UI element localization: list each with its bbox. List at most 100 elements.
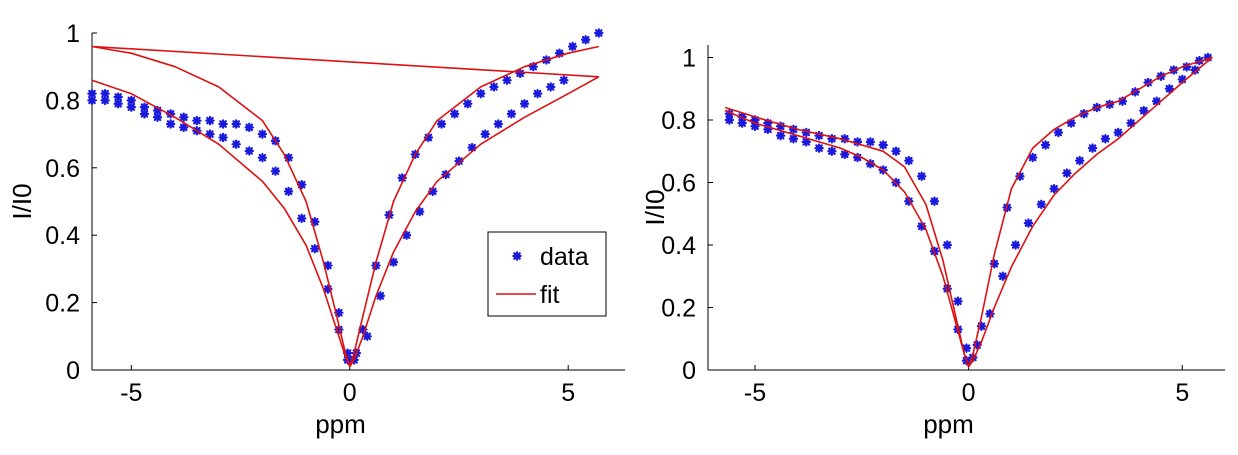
data-point [1028, 152, 1038, 163]
data-point [449, 109, 460, 119]
data-point [788, 134, 799, 144]
data-point [139, 109, 150, 119]
data-point [205, 115, 215, 126]
data-point [283, 186, 294, 197]
y-tick-label: 0.8 [661, 107, 696, 135]
legend: data fit [487, 231, 607, 317]
data-point [961, 343, 972, 353]
y-tick-label: 1 [682, 45, 696, 73]
fit-curve-1 [724, 56, 1213, 368]
data-point [506, 109, 517, 119]
data-point [1049, 184, 1059, 194]
fit-curve-2 [91, 45, 599, 368]
x-axis-title: ppm [315, 409, 366, 439]
data-point [1023, 218, 1034, 228]
x-tick-label: 0 [962, 379, 976, 407]
data-point [414, 206, 425, 217]
data-point [519, 99, 530, 109]
legend-data-marker [512, 251, 522, 261]
data-point [1036, 199, 1046, 210]
data-point [559, 75, 569, 85]
data-point [476, 88, 486, 99]
x-tick-label: -5 [744, 379, 766, 407]
data-point [942, 240, 952, 250]
data-point [1062, 168, 1072, 178]
data-point [1053, 127, 1064, 138]
y-tick-label: 0.2 [45, 290, 80, 318]
data-point [1113, 127, 1123, 138]
data-point [878, 140, 888, 150]
data-point [139, 102, 150, 112]
legend-label-data: data [540, 243, 589, 271]
data-point [126, 102, 137, 112]
data-point [231, 139, 241, 149]
data-point [310, 243, 320, 254]
data-point [891, 146, 901, 156]
data-point [840, 149, 850, 160]
data-point [218, 132, 228, 143]
data-point [257, 152, 268, 163]
data-point [724, 115, 735, 125]
data-point [1087, 143, 1098, 153]
x-tick-label: -5 [120, 379, 142, 407]
data-point [218, 119, 228, 129]
data-point [205, 129, 215, 139]
data-point [152, 112, 163, 122]
data-point [87, 95, 97, 106]
data-point [814, 143, 824, 153]
data-point [244, 122, 254, 133]
data-point [388, 257, 399, 267]
data-point [297, 213, 307, 224]
data-point [502, 75, 512, 85]
data-series [724, 52, 1213, 366]
data-point [362, 331, 372, 341]
data-point [532, 88, 543, 99]
fit-curve-3 [91, 45, 599, 78]
data-point [323, 260, 333, 271]
fit-curve-2 [724, 56, 1213, 368]
chart-panel-1: -5 0 5 0 0.2 0.4 0.6 0.8 1 ppm I/I0 data fit [7, 20, 625, 439]
data-point [1040, 140, 1051, 150]
data-point [244, 146, 254, 156]
data-point [1164, 84, 1175, 94]
data-point [998, 271, 1008, 281]
y-tick-label: 1 [66, 20, 80, 48]
y-axis-title: I/I0 [7, 183, 37, 219]
data-point [375, 291, 386, 301]
data-point [801, 137, 811, 147]
data-point [257, 129, 268, 139]
y-tick-label: 0.8 [45, 87, 80, 115]
data-point [192, 115, 202, 126]
y-tick-label: 0 [682, 357, 696, 385]
data-point [165, 119, 176, 129]
data-point [179, 112, 189, 122]
data-point [1126, 118, 1136, 128]
y-tick-label: 0.2 [661, 295, 696, 323]
data-point [515, 68, 525, 79]
data-point [126, 95, 137, 106]
data-point [775, 130, 786, 141]
data-point [480, 129, 490, 139]
legend-label-fit: fit [540, 281, 560, 309]
y-tick-label: 0.6 [45, 155, 80, 183]
data-point [270, 166, 281, 176]
data-point [1075, 155, 1085, 166]
data-point [904, 155, 914, 166]
data-point [231, 119, 241, 129]
data-point [1139, 105, 1149, 116]
chart-panel-2: -5 0 5 0 0.2 0.4 0.6 0.8 1 ppm I/I0 [640, 45, 1225, 439]
data-point [100, 95, 110, 106]
data-point [113, 99, 123, 109]
data-point [489, 82, 499, 92]
data-point [463, 99, 473, 109]
data-point [737, 118, 747, 128]
x-tick-label: 5 [1175, 379, 1189, 407]
data-point [436, 119, 447, 129]
x-tick-label: 0 [343, 379, 357, 407]
x-tick-label: 5 [561, 379, 575, 407]
x-axis-title: ppm [923, 409, 974, 439]
data-point [865, 137, 876, 147]
y-tick-label: 0.4 [45, 222, 80, 250]
